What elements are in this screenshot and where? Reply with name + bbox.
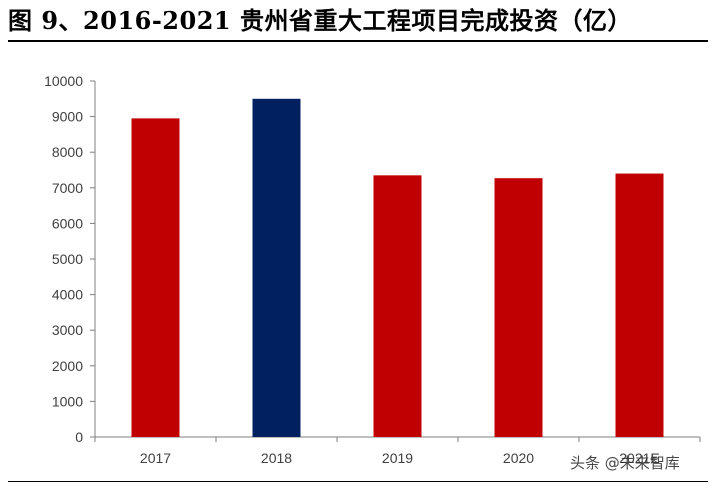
y-tick-label: 10000	[44, 73, 83, 89]
bar-2019	[373, 175, 422, 437]
y-tick-label: 2000	[52, 358, 83, 374]
bar-2018	[252, 98, 301, 438]
y-tick-label: 4000	[52, 287, 83, 303]
x-tick-label: 2020	[503, 450, 534, 466]
x-axis: 2017 2018 2019 2020 2021E	[94, 436, 701, 466]
y-axis: 0 1000 2000 3000 4000 5000 6000 7000 8000 9000 100…	[44, 73, 96, 445]
watermark: 头条 @未来智库	[570, 454, 680, 472]
bar-2020	[494, 178, 543, 438]
x-tick-label: 2021E	[619, 450, 659, 466]
bars	[131, 98, 664, 438]
y-tick-label: 9000	[52, 109, 83, 125]
bar-2021E	[615, 173, 664, 437]
y-tick-label: 6000	[52, 215, 83, 231]
bar-2017	[131, 118, 180, 437]
title-rule	[8, 40, 708, 42]
x-tick-label: 2019	[382, 450, 413, 466]
x-tick-label: 2018	[261, 450, 292, 466]
x-tick-label: 2017	[140, 450, 171, 466]
bottom-rule	[8, 481, 708, 482]
y-tick-label: 1000	[52, 393, 83, 409]
y-tick-label: 0	[75, 429, 83, 445]
y-tick-label: 3000	[52, 322, 83, 338]
y-tick-label: 5000	[52, 251, 83, 267]
figure-title: 图 9、2016-2021 贵州省重大工程项目完成投资（亿）	[8, 6, 632, 35]
y-tick-label: 7000	[52, 180, 83, 196]
y-tick-label: 8000	[52, 144, 83, 160]
